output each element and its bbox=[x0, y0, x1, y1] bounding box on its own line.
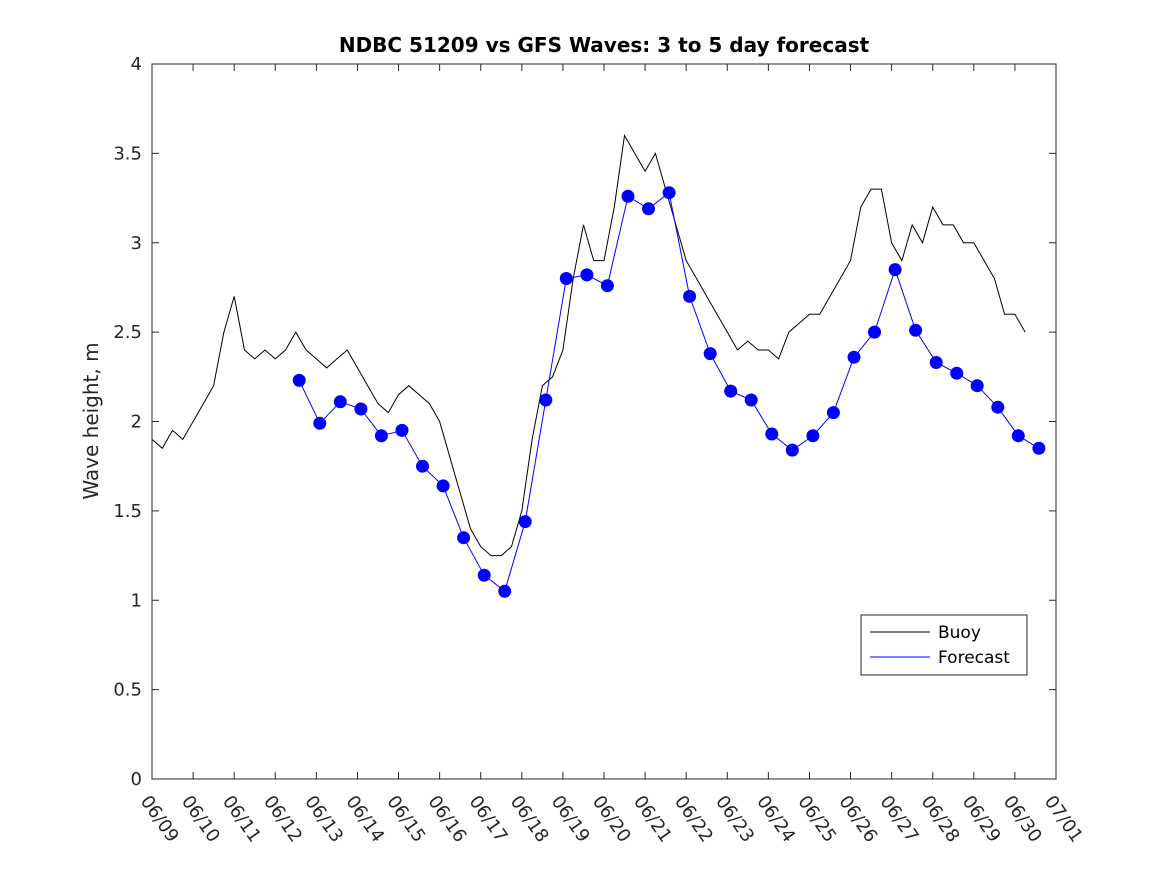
forecast-point bbox=[868, 325, 881, 339]
forecast-point bbox=[313, 416, 327, 430]
forecast-point bbox=[498, 584, 512, 598]
forecast-point bbox=[950, 366, 964, 380]
forecast-point bbox=[436, 479, 450, 493]
forecast-point bbox=[970, 379, 984, 393]
y-tick-label: 0.5 bbox=[113, 680, 142, 701]
legend: Buoy Forecast bbox=[860, 614, 1028, 676]
forecast-point bbox=[559, 272, 573, 285]
forecast-point bbox=[744, 393, 758, 407]
forecast-point bbox=[662, 186, 676, 200]
forecast-point bbox=[477, 568, 491, 582]
forecast-point bbox=[909, 323, 923, 337]
y-tick-label: 1 bbox=[131, 590, 142, 611]
forecast-point bbox=[333, 395, 347, 409]
y-tick-label: 1.5 bbox=[113, 501, 142, 522]
forecast-point bbox=[826, 406, 840, 420]
y-tick-label: 2.5 bbox=[113, 322, 142, 343]
y-tick-label: 4 bbox=[131, 54, 142, 75]
forecast-point bbox=[621, 189, 635, 203]
forecast-point bbox=[580, 268, 594, 282]
forecast-point bbox=[1011, 429, 1025, 443]
forecast-point bbox=[724, 384, 738, 398]
forecast-point bbox=[683, 289, 697, 303]
buoy-series-line bbox=[151, 133, 1026, 557]
y-tick-label: 2 bbox=[131, 412, 142, 433]
forecast-point bbox=[292, 373, 306, 387]
forecast-point bbox=[806, 429, 820, 443]
forecast-point bbox=[457, 531, 471, 545]
forecast-point bbox=[703, 347, 717, 361]
legend-box bbox=[860, 614, 1028, 676]
forecast-point bbox=[1032, 441, 1046, 455]
y-tick-label: 3.5 bbox=[113, 143, 142, 164]
forecast-point bbox=[785, 443, 799, 457]
forecast-point bbox=[600, 279, 614, 293]
legend-forecast-label: Forecast bbox=[938, 648, 1010, 668]
forecast-point bbox=[416, 459, 429, 473]
y-tick-label: 0 bbox=[131, 769, 142, 790]
forecast-point bbox=[354, 402, 368, 416]
y-axis-label: Wave height, m bbox=[79, 342, 103, 499]
forecast-point bbox=[991, 400, 1005, 414]
y-tick-label: 3 bbox=[131, 233, 142, 254]
forecast-point bbox=[374, 429, 388, 443]
forecast-point bbox=[929, 356, 943, 369]
legend-buoy-label: Buoy bbox=[938, 623, 981, 643]
forecast-point bbox=[847, 350, 861, 364]
forecast-point bbox=[395, 423, 409, 437]
forecast-point bbox=[765, 427, 779, 441]
forecast-point bbox=[888, 263, 902, 277]
series-layer bbox=[151, 133, 1046, 598]
forecast-point bbox=[539, 393, 553, 407]
forecast-point bbox=[642, 202, 655, 216]
forecast-point bbox=[518, 515, 532, 529]
chart-title: NDBC 51209 vs GFS Waves: 3 to 5 day fore… bbox=[339, 33, 870, 57]
